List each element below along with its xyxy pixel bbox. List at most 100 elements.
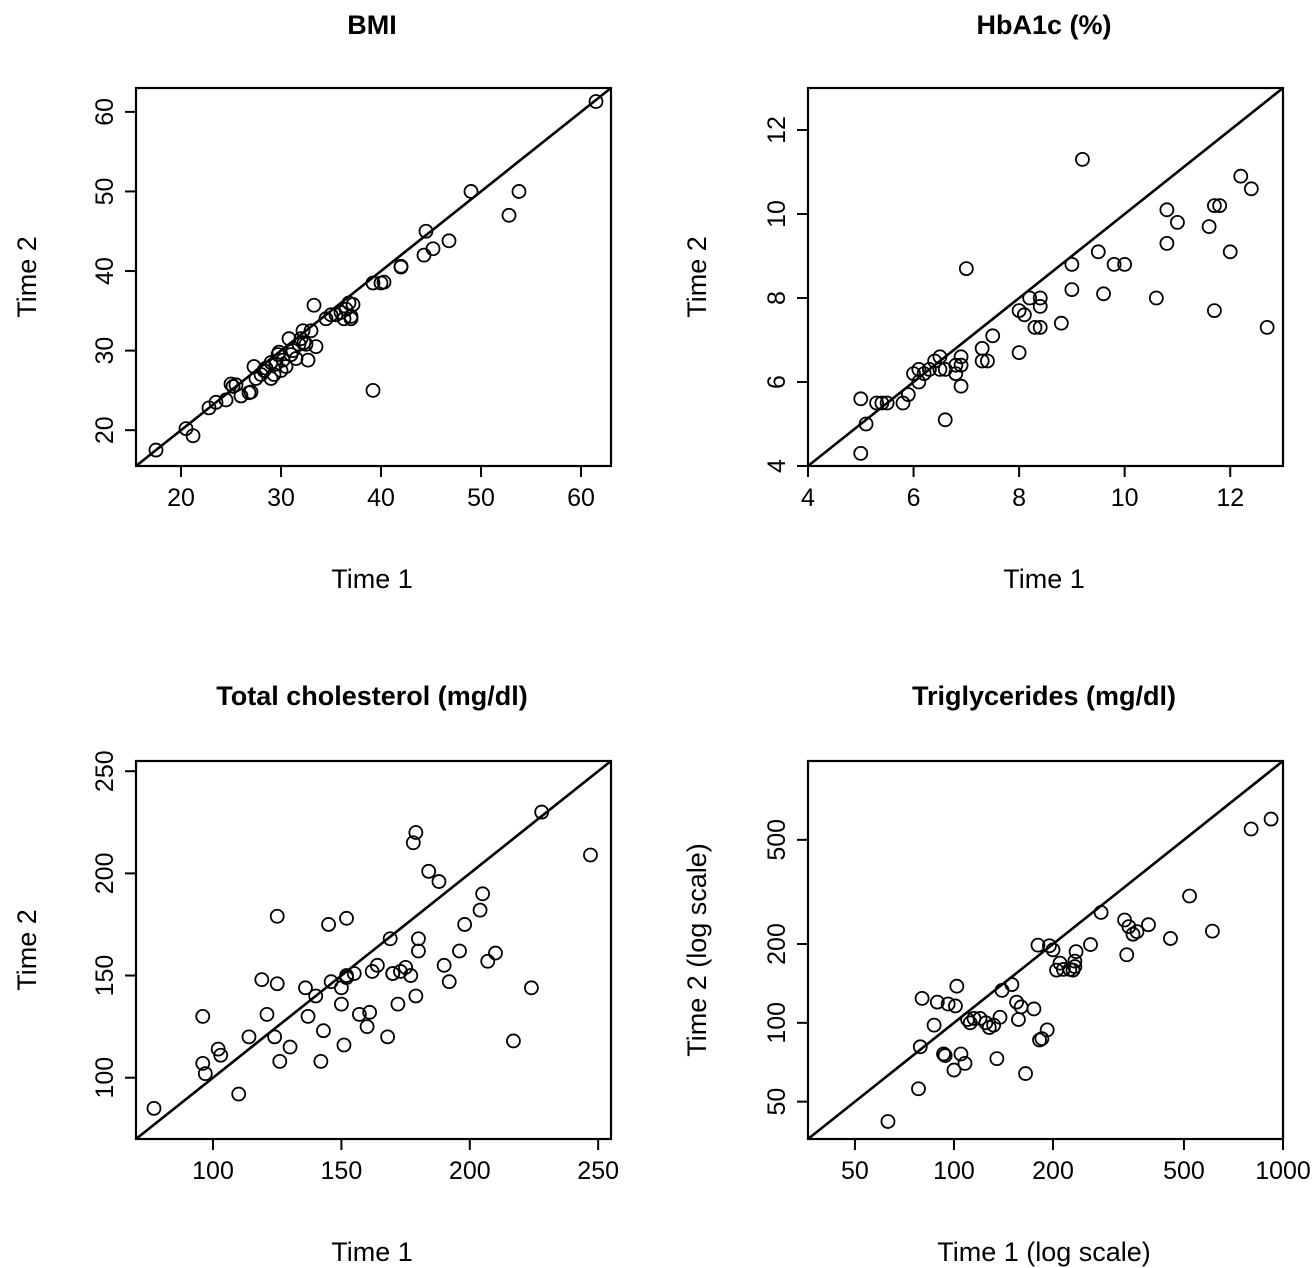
x-tick-label: 6 [907,484,921,512]
data-point [241,1029,257,1045]
data-point [452,943,467,959]
data-point [937,412,953,428]
data-point [989,1051,1005,1067]
data-point [524,980,539,996]
data-point [480,953,496,969]
x-tick-label: 20 [167,484,195,512]
x-tick-label: 8 [1012,484,1026,512]
data-point [436,957,452,973]
data-point [359,1019,375,1035]
data-point [416,247,432,263]
data-points [148,94,604,458]
panel-cholesterol: Total cholesterol (mg/dl) 100 150 200 25010… [12,681,619,1267]
x-tick-label: 1000 [1255,1157,1311,1185]
data-point [351,1006,367,1022]
data-point [914,990,930,1006]
x-tick-label: 50 [467,484,495,512]
data-point [1141,917,1156,933]
plot-frame [134,759,613,1141]
data-point [405,835,421,851]
data-point [408,825,424,840]
data-point [248,371,264,386]
y-tick-label: 60 [91,98,119,126]
data-point [926,1017,942,1033]
data-point [949,978,965,994]
data-point [148,442,164,458]
data-point [318,311,334,327]
y-tick-label: 8 [763,291,791,305]
data-point [475,886,491,902]
data-point [1170,214,1185,230]
y-tick-label: 50 [91,178,119,206]
data-point [213,1047,229,1063]
data-point [1004,977,1020,992]
data-point [978,1015,994,1031]
y-tick-label: 10 [763,200,791,228]
data-point [1030,937,1046,953]
x-tick-label: 100 [933,1157,975,1185]
data-point [957,1055,973,1071]
data-point [1233,168,1249,184]
data-point [501,207,517,223]
y-tick-label: 100 [763,1002,791,1044]
data-point [911,1081,926,1097]
data-point [948,366,964,382]
data-point [1053,315,1069,331]
data-point [223,376,239,392]
data-point [425,241,441,257]
data-point [588,94,604,109]
data-point [912,1039,928,1055]
data-point [1068,944,1084,960]
x-tick-label: 200 [449,1157,491,1185]
data-point [900,387,916,403]
data-point [583,847,598,863]
data-point [421,863,437,879]
data-point [321,917,336,932]
data-point [1039,1022,1055,1038]
data-point [1075,151,1090,167]
axis-ticks [797,129,1232,477]
data-point [269,976,285,992]
data-point [418,223,434,239]
data-point [339,910,354,926]
y-axis-label: Time 2 [12,236,42,318]
data-point [1204,923,1220,939]
x-tick-label: 50 [841,1157,869,1185]
data-point [298,980,313,996]
identity-line [135,759,612,1141]
data-point [300,1009,316,1024]
data-point [362,1004,378,1020]
y-axis-label: Time 2 [682,236,712,318]
data-point [1067,959,1083,974]
data-point [313,1053,329,1069]
data-point [254,972,270,988]
panel-title: BMI [347,10,397,40]
x-axis-label: Time 1 [331,1237,413,1267]
x-tick-label: 12 [1216,484,1244,512]
data-point [1263,811,1279,827]
data-point [195,1056,211,1071]
data-point [929,994,945,1010]
data-points [146,804,598,1116]
data-point [146,1100,162,1116]
y-tick-label: 250 [91,750,119,792]
x-axis-label: Time 1 [1003,564,1085,594]
data-point [1011,345,1027,361]
data-point [534,804,550,820]
data-point [273,363,289,378]
data-point [243,384,259,400]
data-point [295,323,311,339]
data-point [393,258,409,274]
data-point [1045,942,1061,958]
y-axis-label: Time 2 [12,909,42,991]
data-point [1148,290,1164,306]
data-point [345,297,361,312]
data-point [369,957,385,973]
data-point [398,959,413,975]
data-point [895,395,911,411]
data-point [185,428,201,444]
data-point [937,1048,953,1063]
data-point [932,361,948,377]
data-point [1016,307,1032,323]
data-points [853,151,1275,461]
